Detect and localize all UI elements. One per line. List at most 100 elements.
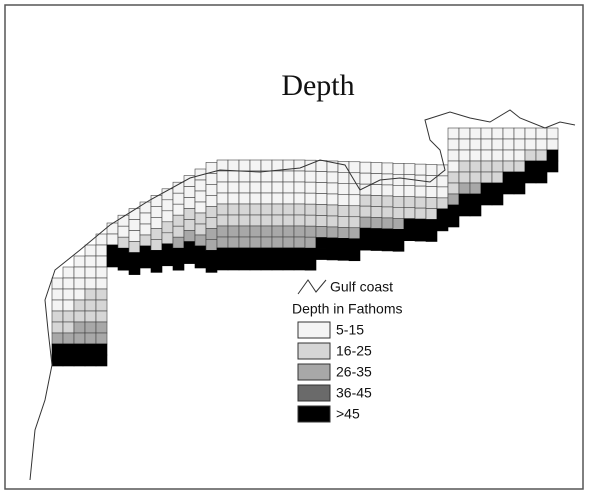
depth-cell bbox=[117, 225, 130, 238]
depth-cell bbox=[293, 236, 306, 249]
depth-cell bbox=[150, 250, 163, 262]
depth-cell bbox=[194, 212, 207, 225]
depth-cell bbox=[315, 160, 328, 172]
depth-cell bbox=[282, 247, 295, 260]
depth-cell bbox=[51, 343, 64, 356]
depth-cell bbox=[150, 228, 163, 240]
depth-cell bbox=[51, 277, 64, 290]
depth-cell bbox=[106, 222, 119, 235]
depth-cell bbox=[326, 215, 339, 228]
depth-cell bbox=[458, 193, 471, 206]
depth-cell bbox=[348, 205, 361, 218]
depth-cell bbox=[260, 181, 273, 194]
depth-cell bbox=[480, 149, 493, 162]
depth-cell bbox=[238, 258, 251, 271]
depth-cell bbox=[502, 149, 515, 162]
depth-cell bbox=[502, 138, 515, 151]
depth-cell bbox=[293, 225, 306, 238]
depth-cell bbox=[513, 171, 526, 184]
depth-cell bbox=[326, 226, 339, 239]
depth-cell bbox=[370, 173, 383, 185]
depth-cell bbox=[359, 194, 372, 207]
depth-cell bbox=[480, 127, 493, 140]
legend-swatch bbox=[297, 321, 331, 339]
depth-cell bbox=[447, 149, 460, 162]
depth-cell bbox=[161, 199, 174, 212]
depth-cell bbox=[62, 277, 75, 290]
depth-cell bbox=[370, 228, 383, 240]
depth-cell bbox=[348, 238, 361, 251]
depth-cell bbox=[447, 160, 460, 173]
depth-cell bbox=[469, 193, 482, 206]
depth-cell bbox=[161, 232, 174, 245]
depth-cell bbox=[524, 149, 537, 162]
depth-cell bbox=[447, 204, 460, 217]
depth-cell bbox=[337, 161, 350, 173]
depth-cell bbox=[117, 247, 130, 260]
depth-cell bbox=[249, 181, 262, 194]
depth-cell bbox=[205, 239, 218, 251]
depth-cell bbox=[304, 258, 317, 271]
legend-label: 5-15 bbox=[336, 322, 364, 338]
depth-cell bbox=[447, 138, 460, 151]
depth-cell bbox=[62, 299, 75, 312]
depth-cell bbox=[216, 181, 229, 194]
depth-cell bbox=[260, 225, 273, 238]
depth-cell bbox=[524, 138, 537, 151]
depth-cell bbox=[172, 214, 185, 227]
depth-cell bbox=[359, 238, 372, 251]
depth-cell bbox=[337, 172, 350, 184]
depth-cell bbox=[150, 261, 163, 273]
depth-cell bbox=[403, 218, 416, 231]
depth-cell bbox=[271, 247, 284, 260]
depth-cell bbox=[84, 266, 97, 279]
depth-cell bbox=[227, 181, 240, 194]
depth-cell bbox=[535, 160, 548, 173]
legend-label: >45 bbox=[336, 406, 360, 422]
depth-cell bbox=[271, 225, 284, 238]
depth-cell bbox=[491, 127, 504, 140]
depth-cell bbox=[337, 205, 350, 217]
depth-cell bbox=[491, 160, 504, 173]
depth-cell bbox=[194, 256, 207, 269]
depth-cell bbox=[348, 249, 361, 262]
depth-cell bbox=[260, 247, 273, 260]
depth-cell bbox=[227, 203, 240, 216]
depth-cell bbox=[370, 162, 383, 174]
depth-cell bbox=[425, 164, 438, 176]
depth-cell bbox=[304, 225, 317, 238]
depth-cell bbox=[84, 244, 97, 257]
legend-label: 16-25 bbox=[336, 343, 372, 359]
depth-cell bbox=[513, 160, 526, 173]
legend-label: 36-45 bbox=[336, 385, 372, 401]
depth-cell bbox=[491, 182, 504, 195]
depth-cell bbox=[73, 288, 86, 301]
depth-cell bbox=[205, 228, 218, 240]
depth-cell bbox=[238, 225, 251, 238]
depth-cell bbox=[183, 230, 196, 242]
depth-cell bbox=[392, 196, 405, 208]
depth-cell bbox=[73, 354, 86, 367]
depth-cell bbox=[480, 171, 493, 184]
legend-swatch bbox=[297, 384, 331, 402]
depth-cell bbox=[337, 238, 350, 250]
depth-cell bbox=[260, 203, 273, 216]
depth-cell bbox=[282, 214, 295, 227]
depth-cell bbox=[84, 299, 97, 312]
depth-cell bbox=[271, 181, 284, 194]
depth-cell bbox=[315, 237, 328, 249]
depth-cell bbox=[414, 207, 427, 220]
depth-cell bbox=[51, 354, 64, 367]
depth-cell bbox=[403, 185, 416, 198]
depth-cell bbox=[524, 160, 537, 173]
depth-cell bbox=[128, 241, 141, 253]
depth-cell bbox=[326, 182, 339, 195]
depth-cell bbox=[282, 258, 295, 271]
depth-cell bbox=[513, 149, 526, 162]
depth-cell bbox=[271, 236, 284, 249]
depth-cell bbox=[172, 258, 185, 271]
depth-cell bbox=[216, 192, 229, 205]
legend-label: 26-35 bbox=[336, 364, 372, 380]
depth-cell bbox=[436, 197, 449, 210]
depth-cell bbox=[205, 217, 218, 229]
